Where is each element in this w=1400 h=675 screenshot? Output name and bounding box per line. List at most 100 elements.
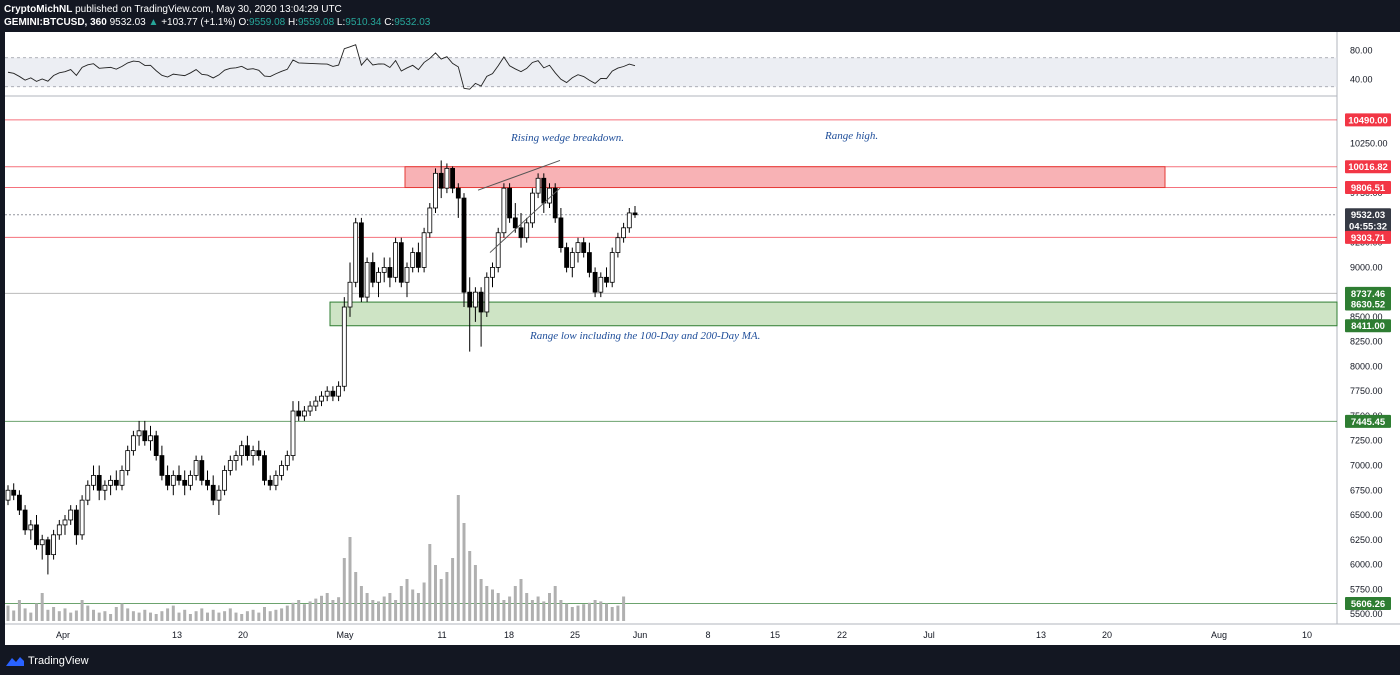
candle-body [62, 519, 68, 526]
candle-body [535, 177, 541, 194]
candle-body [541, 177, 547, 204]
price-tag: 5606.26 [1345, 597, 1391, 611]
candle-body [5, 489, 11, 501]
price-tick-label: 8000.00 [1350, 361, 1383, 371]
change-arrow-icon: ▲ [148, 17, 159, 28]
candle-body [558, 217, 564, 249]
volume-bar [263, 607, 266, 621]
volume-bar [559, 600, 563, 621]
candle-body [96, 474, 102, 491]
candle-body [244, 445, 250, 456]
volume-bar [92, 609, 95, 621]
candle-body [450, 167, 456, 189]
candle-body [512, 217, 518, 229]
price-tick-label: 6750.00 [1350, 485, 1383, 495]
time-tick-label: Aug [1211, 630, 1227, 640]
author-name[interactable]: CryptoMichNL [4, 4, 73, 15]
candle-body [381, 267, 387, 273]
candle-body [16, 494, 22, 511]
volume-bar [473, 565, 477, 621]
candle-body [273, 474, 279, 486]
volume-bar [23, 608, 27, 621]
tradingview-footer[interactable]: TradingView [6, 653, 89, 669]
volume-bar [234, 612, 238, 621]
candle-body [524, 222, 530, 239]
candle-body [484, 276, 490, 313]
candle-body [284, 455, 290, 466]
candle-body [56, 524, 62, 536]
candle-body [604, 276, 609, 283]
volume-bar [365, 593, 369, 621]
close-label: C: [384, 17, 395, 28]
price-tick-label: 10250.00 [1350, 139, 1388, 149]
volume-bar [12, 610, 16, 621]
volume-bar [143, 609, 147, 621]
price-tick-label: 9000.00 [1350, 262, 1383, 272]
annotation-range-low: Range low including the 100-Day and 200-… [530, 330, 761, 342]
candle-body [472, 291, 478, 308]
price-tick-label: 8500.00 [1350, 312, 1383, 322]
volume-bar [479, 579, 483, 621]
candle-body [347, 281, 353, 308]
candle-body [51, 534, 56, 556]
symbol-label[interactable]: GEMINI:BTCUSD, 360 [4, 17, 107, 28]
price-tick-label: 8250.00 [1350, 337, 1383, 347]
candle-body [290, 410, 296, 456]
candle-body [148, 435, 153, 442]
volume-bar [188, 614, 192, 621]
volume-bar [171, 605, 175, 621]
price-tag: 9303.71 [1345, 230, 1391, 244]
price-tick-label: 5500.00 [1350, 609, 1383, 619]
volume-bar [325, 593, 329, 621]
candle-body [79, 499, 85, 536]
price-tags: 10490.00 10016.82 9806.51 9532.0304:55:3293… [1345, 113, 1391, 611]
candle-body [461, 197, 467, 293]
candle-body [153, 435, 159, 456]
volume-bar [451, 558, 455, 621]
tradingview-brand: TradingView [28, 655, 89, 667]
volume-bar [411, 589, 415, 621]
time-tick-label: 20 [238, 630, 248, 640]
volume-bar [194, 611, 198, 621]
volume-bar [103, 611, 107, 621]
candle-body [187, 474, 193, 486]
candle-body [501, 187, 507, 234]
time-axis-background [5, 624, 1400, 645]
price-tag-box [1345, 113, 1391, 127]
candles-layer [5, 160, 638, 575]
candle-body [507, 187, 513, 219]
annotation-range-high: Range high. [825, 130, 879, 142]
candle-body [307, 405, 313, 412]
volume-bar [587, 602, 591, 621]
volume-bar [131, 611, 135, 621]
candle-body [592, 271, 598, 293]
volume-bar [63, 608, 67, 621]
volume-bar [359, 586, 363, 621]
range-low-zone [329, 301, 1338, 327]
candle-body [108, 479, 113, 486]
candle-body [68, 509, 74, 521]
header-row-publish: CryptoMichNL published on TradingView.co… [4, 3, 430, 16]
price-change: +103.77 (+1.1%) [161, 17, 236, 28]
volume-bar [97, 612, 101, 621]
volume-bar [6, 605, 10, 621]
price-tag-box [1345, 319, 1391, 333]
low-label: L: [336, 17, 346, 28]
last-price: 9532.03 [109, 17, 146, 28]
volume-bar [519, 579, 523, 621]
price-tag: 04:55:32 [1345, 219, 1391, 233]
candle-body [632, 212, 638, 216]
volume-bar [337, 597, 341, 621]
price-tag-box [1345, 597, 1391, 611]
volume-bar [166, 608, 170, 621]
volume-bar [348, 537, 352, 621]
rsi-line [7, 44, 636, 90]
tradingview-logo-icon [6, 657, 24, 666]
time-tick-label: May [336, 630, 354, 640]
candle-body [182, 479, 188, 486]
price-tag-text: 8737.46 [1351, 289, 1385, 300]
price-tag: 8737.46 [1345, 286, 1391, 300]
header-row-ohlc: GEMINI:BTCUSD, 360 9532.03 ▲ +103.77 (+1… [4, 16, 430, 29]
